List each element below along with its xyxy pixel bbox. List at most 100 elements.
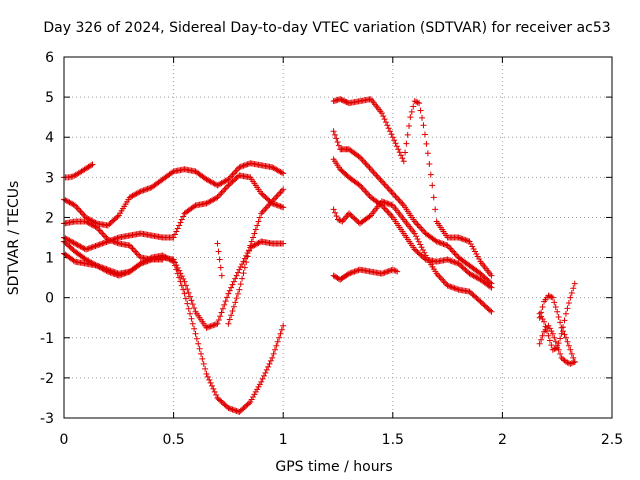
data-point xyxy=(381,116,388,123)
data-point xyxy=(539,304,546,311)
data-point xyxy=(459,264,466,271)
series-track-p xyxy=(536,280,578,353)
data-point xyxy=(347,211,354,218)
data-point xyxy=(237,163,244,170)
data-point xyxy=(258,378,265,385)
data-point xyxy=(107,267,114,274)
data-point xyxy=(230,177,237,184)
data-point xyxy=(261,207,268,214)
data-point xyxy=(129,245,136,252)
data-point xyxy=(240,405,247,412)
series-track-e xyxy=(61,250,287,415)
data-point xyxy=(426,160,433,167)
data-point xyxy=(417,224,424,231)
data-point xyxy=(203,370,210,377)
data-point xyxy=(159,256,166,263)
data-point xyxy=(171,262,178,269)
data-point xyxy=(437,275,444,282)
data-point xyxy=(447,257,454,264)
data-point xyxy=(555,340,562,347)
data-point xyxy=(267,357,274,364)
data-point xyxy=(536,310,543,317)
data-point xyxy=(232,176,239,183)
data-point xyxy=(192,330,199,337)
data-point xyxy=(463,268,470,275)
data-point xyxy=(222,185,229,192)
data-point xyxy=(488,308,495,315)
data-point xyxy=(485,306,492,313)
data-point xyxy=(259,375,266,382)
data-point xyxy=(441,241,448,248)
data-point xyxy=(278,187,285,194)
data-point xyxy=(269,354,276,361)
data-point xyxy=(252,226,259,233)
data-point xyxy=(219,399,226,406)
data-point xyxy=(280,204,287,211)
data-point xyxy=(106,267,113,274)
data-point xyxy=(70,257,77,264)
data-point xyxy=(106,221,113,228)
data-point xyxy=(110,268,117,275)
data-point xyxy=(214,320,221,327)
data-point xyxy=(130,247,137,254)
data-point xyxy=(103,266,110,273)
data-point xyxy=(482,275,489,282)
data-point xyxy=(247,398,254,405)
data-point xyxy=(415,222,422,229)
data-point xyxy=(355,153,362,160)
data-point xyxy=(95,263,102,270)
data-point xyxy=(262,369,269,376)
data-point xyxy=(126,242,133,249)
data-point xyxy=(230,406,237,413)
data-point xyxy=(278,326,285,333)
data-point xyxy=(391,137,398,144)
axis-ticks xyxy=(63,56,613,419)
data-point xyxy=(250,234,257,241)
data-point xyxy=(419,227,426,234)
data-point xyxy=(355,181,362,188)
data-point xyxy=(217,264,224,271)
data-point xyxy=(208,322,215,329)
data-point xyxy=(481,302,488,309)
y-tick-label: 2 xyxy=(45,210,54,226)
data-point xyxy=(77,208,84,215)
data-point xyxy=(230,278,237,285)
data-point xyxy=(402,149,409,156)
data-point xyxy=(348,212,355,219)
data-point xyxy=(352,216,359,223)
data-point xyxy=(114,235,121,242)
series-track-j xyxy=(330,156,495,291)
data-point xyxy=(239,261,246,268)
data-point xyxy=(554,344,561,351)
data-point xyxy=(473,294,480,301)
data-point xyxy=(226,316,233,323)
data-point xyxy=(410,103,417,110)
data-point xyxy=(248,396,255,403)
data-point xyxy=(277,189,284,196)
data-point xyxy=(472,248,478,255)
data-point xyxy=(472,293,478,300)
data-point xyxy=(178,282,185,289)
data-point xyxy=(543,328,550,335)
data-point xyxy=(568,289,575,296)
data-point xyxy=(217,313,224,320)
data-point xyxy=(276,334,283,341)
data-point xyxy=(366,164,373,171)
data-point xyxy=(551,334,558,341)
data-point xyxy=(481,274,488,281)
data-point xyxy=(344,271,351,278)
data-point xyxy=(361,158,368,165)
data-point xyxy=(232,299,239,306)
data-point xyxy=(240,162,247,169)
data-point xyxy=(331,131,338,138)
data-point xyxy=(451,259,458,266)
data-point xyxy=(207,379,214,386)
data-point xyxy=(484,304,491,311)
data-point xyxy=(67,244,74,251)
data-point xyxy=(463,237,470,244)
data-point xyxy=(394,268,401,275)
data-point xyxy=(395,196,402,203)
data-point xyxy=(417,251,424,258)
data-point xyxy=(177,219,184,226)
data-point xyxy=(222,402,229,409)
